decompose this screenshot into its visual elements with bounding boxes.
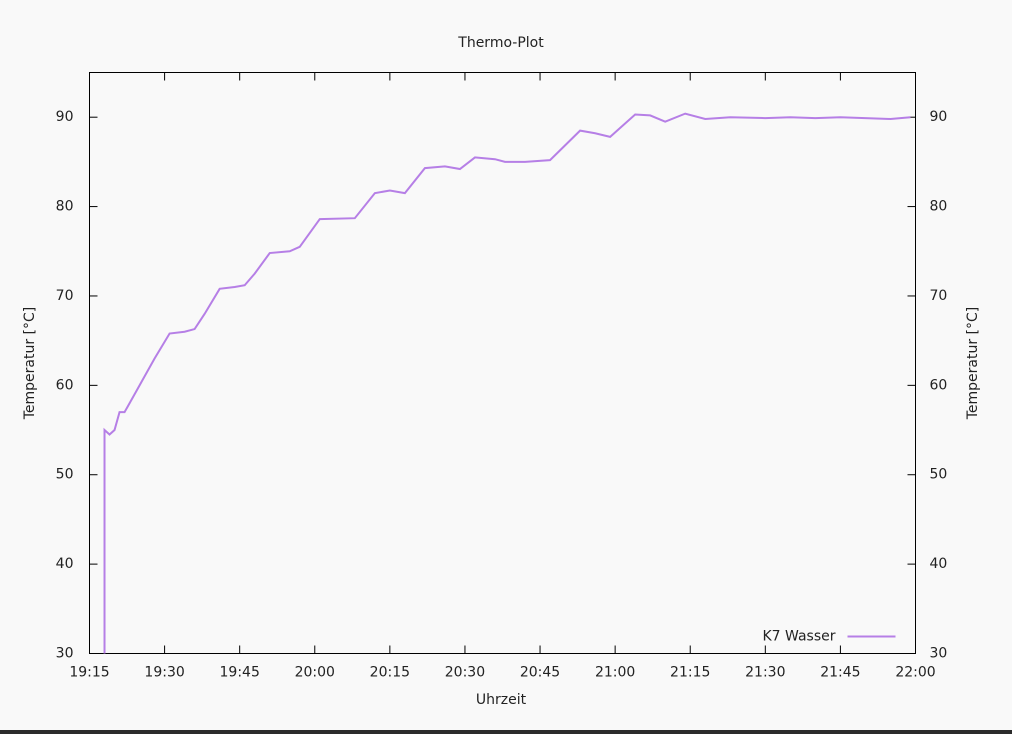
x-tick-label: 21:15 (670, 665, 710, 681)
y2-tick-label: 70 (930, 288, 948, 304)
x-tick-label: 20:00 (295, 665, 335, 681)
legend-label: K7 Wasser (762, 629, 835, 645)
x-axis-label: Uhrzeit (476, 692, 527, 708)
x-tick-label: 20:30 (445, 665, 485, 681)
y-axis-label: Temperatur [°C] (22, 307, 38, 421)
y-tick-label: 90 (56, 109, 74, 125)
y2-axis-label: Temperatur [°C] (965, 307, 981, 421)
y-tick-label: 40 (56, 556, 74, 572)
y-tick-label: 50 (56, 467, 74, 483)
x-tick-label: 21:45 (820, 665, 860, 681)
y-tick-label: 60 (56, 377, 74, 393)
x-tick-label: 20:15 (370, 665, 410, 681)
plot-frame (89, 72, 916, 654)
y2-tick-label: 90 (930, 109, 948, 125)
y2-tick-label: 50 (930, 467, 948, 483)
x-tick-label: 19:45 (220, 665, 260, 681)
y-tick-label: 80 (56, 199, 74, 215)
x-tick-label: 20:45 (520, 665, 560, 681)
y2-tick-label: 40 (930, 556, 948, 572)
y2-tick-label: 60 (930, 377, 948, 393)
chart-title: Thermo-Plot (457, 35, 544, 51)
x-tick-label: 22:00 (895, 665, 935, 681)
y2-tick-label: 80 (930, 199, 948, 215)
x-tick-label: 21:00 (595, 665, 635, 681)
y2-tick-label: 30 (930, 646, 948, 662)
y-tick-label: 70 (56, 288, 74, 304)
x-tick-label: 19:15 (69, 665, 109, 681)
data-line (103, 112, 911, 654)
x-tick-label: 19:30 (144, 665, 184, 681)
y-tick-label: 30 (56, 646, 74, 662)
x-tick-label: 21:30 (745, 665, 785, 681)
